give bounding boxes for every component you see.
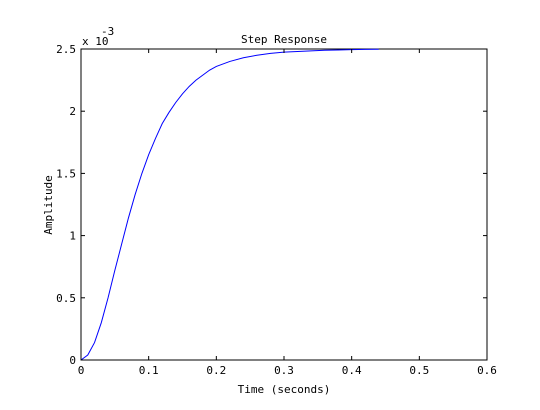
plot-area [81,49,487,360]
x-tick-label: 0.2 [206,364,226,377]
x-tick-label: 0.1 [139,364,159,377]
x-tick-label: 0 [78,364,85,377]
y-tick-label: 2 [69,105,76,118]
y-tick-label: 2.5 [56,43,76,56]
y-tick-label: 1 [69,230,76,243]
y-exponent-power: -3 [101,25,114,38]
x-axis-label: Time (seconds) [238,383,331,396]
x-tick-label: 0.5 [409,364,429,377]
x-tick-label: 0.3 [274,364,294,377]
y-tick-label: 0.5 [56,292,76,305]
x-tick-label: 0.6 [477,364,497,377]
x-tick-label: 0.4 [342,364,362,377]
y-tick-label: 1.5 [56,167,76,180]
y-tick-label: 0 [69,354,76,367]
chart-title: Step Response [241,33,327,46]
y-axis-label: Amplitude [42,175,55,235]
